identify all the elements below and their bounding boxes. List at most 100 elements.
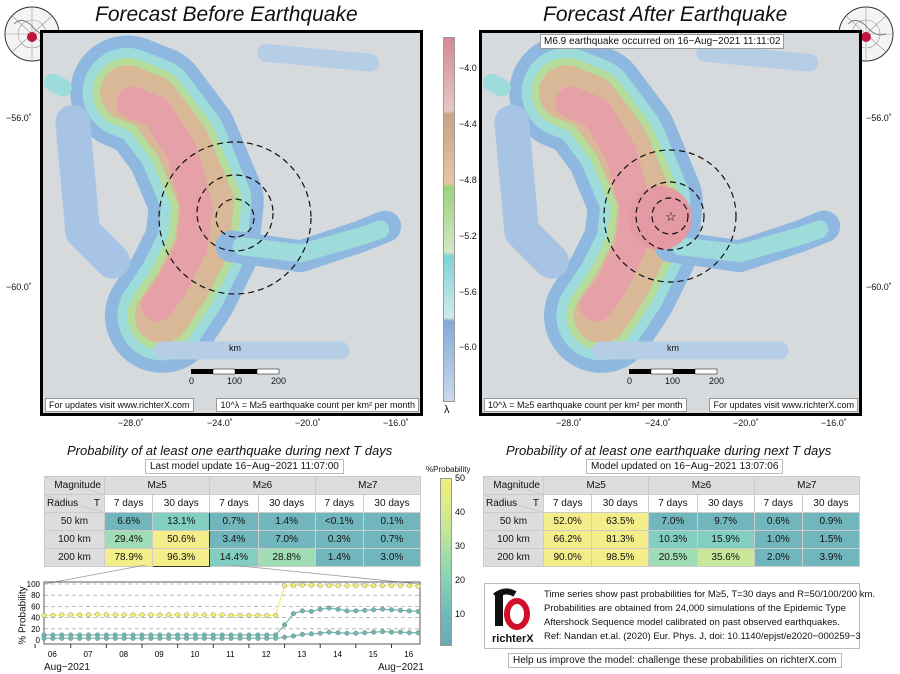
x-tick-label: 06 [48, 650, 57, 659]
data-point [326, 583, 332, 589]
probability-cell: <0.1% [314, 512, 364, 531]
probability-cell: 15.9% [696, 530, 755, 549]
period-header: 30 days [257, 494, 316, 513]
probability-cell: 66.2% [542, 530, 593, 549]
data-point [246, 612, 252, 618]
updates-link[interactable]: For updates visit www.richterX.com [45, 398, 194, 412]
scale-bar [629, 368, 718, 375]
data-point [388, 607, 394, 613]
data-point [415, 583, 421, 589]
data-point [264, 635, 270, 641]
t-label: T [93, 498, 100, 509]
data-point [219, 635, 225, 641]
probability-cell: 1.0% [753, 530, 803, 549]
logo-text: richterX [492, 633, 534, 645]
probability-cell: 28.8% [257, 548, 316, 567]
colorbar-tick: −5.2 [459, 231, 477, 241]
info-line: Time series show past probabilities for … [544, 589, 876, 600]
probability-cell: 63.5% [591, 512, 650, 531]
data-point [290, 611, 296, 617]
probability-cell: 0.6% [753, 512, 803, 531]
left-prob-title: Probability of at least one earthquake d… [67, 443, 393, 458]
colorbar-tick: −6.0 [459, 342, 477, 352]
table-row: 200 km 90.0% 98.5% 20.5% 35.6% 2.0% 3.9% [483, 548, 861, 567]
colorbar-tick: 50 [455, 473, 466, 483]
data-point [388, 583, 394, 589]
data-point [103, 635, 109, 641]
map-after[interactable]: ☆ M6.9 earthquake occurred on 16−Aug−202… [479, 30, 862, 416]
data-point [353, 608, 359, 614]
radius-label: Radius [486, 498, 518, 509]
lon-label: −20.0˚ [295, 418, 321, 428]
x-tick-label: 07 [84, 650, 93, 659]
table-row: 50 km 6.6% 13.1% 0.7% 1.4% <0.1% 0.1% [44, 512, 422, 531]
prob-colorbar [440, 478, 452, 646]
challenge-link[interactable]: Help us improve the model: challenge the… [508, 653, 842, 668]
magnitude-header: Magnitude [483, 476, 544, 495]
data-point [246, 635, 252, 641]
data-point [264, 612, 270, 618]
probability-cell: 1.5% [801, 530, 861, 549]
right-probability-table: Magnitude M≥5 M≥6 M≥7 Radius T 7 days 30 days 7 … [483, 476, 861, 567]
data-point [59, 612, 65, 618]
radius-cell: 50 km [44, 512, 105, 531]
data-point [344, 630, 350, 636]
x-tick-label: 16 [404, 650, 413, 659]
probability-cell: 0.3% [314, 530, 364, 549]
y-axis-label: % Probability [17, 586, 29, 645]
data-point [317, 606, 323, 612]
data-point [353, 583, 359, 589]
magnitude-column-header: M≥6 [648, 476, 755, 495]
y-tick-label: 60 [31, 602, 40, 611]
colorbar-tick: −4.8 [459, 175, 477, 185]
data-point [299, 631, 305, 637]
probability-cell: 6.6% [103, 512, 154, 531]
colorbar-tick: 30 [455, 541, 466, 551]
right-update-time: Model updated on 16−Aug−2021 13:07:06 [586, 459, 784, 474]
radius-cell: 100 km [483, 530, 544, 549]
y-tick-label: 0 [36, 636, 41, 645]
richterx-logo [493, 588, 530, 630]
probability-cell: 96.3% [152, 548, 211, 567]
updates-link[interactable]: For updates visit www.richterX.com [709, 398, 858, 412]
probability-cell: 98.5% [591, 548, 650, 567]
epicenter-star-icon: ☆ [665, 209, 677, 224]
x-tick-label: 08 [119, 650, 128, 659]
data-point [371, 607, 377, 613]
y-tick-label: 100 [27, 580, 41, 589]
table-row: 100 km 66.2% 81.3% 10.3% 15.9% 1.0% 1.5% [483, 530, 861, 549]
probability-cell: 29.4% [103, 530, 154, 549]
data-point [68, 635, 74, 641]
x-tick-label: 11 [226, 650, 235, 659]
data-point [94, 635, 100, 641]
data-point [406, 583, 412, 589]
colorbar-tick: −5.6 [459, 287, 477, 297]
y-tick-label: 40 [31, 614, 40, 623]
info-box: richterX Time series show past probabili… [484, 583, 875, 649]
probability-cell: 2.0% [753, 548, 803, 567]
x-axis-label-right: Aug−2021 [378, 662, 424, 673]
t-label: T [532, 498, 539, 509]
probability-cell: 3.9% [801, 548, 861, 567]
info-line: Ref: Nandan et.al. (2020) Eur. Phys. J, … [544, 631, 861, 642]
data-point [317, 630, 323, 636]
period-header: 7 days [209, 494, 259, 513]
map-before[interactable]: km 0 100 200 For updates visit www.richt… [40, 30, 423, 416]
left-map-title: Forecast Before Earthquake [95, 3, 358, 26]
data-point [335, 583, 341, 589]
data-point [344, 608, 350, 614]
data-point [353, 630, 359, 636]
data-point [139, 635, 145, 641]
period-header: 7 days [314, 494, 364, 513]
radius-header: Radius T [483, 494, 544, 513]
probability-cell: 81.3% [591, 530, 650, 549]
probability-cell: 1.4% [314, 548, 364, 567]
radius-cell: 200 km [44, 548, 105, 567]
info-line: Probabilities are obtained from 24,000 s… [544, 603, 846, 614]
data-point [290, 633, 296, 639]
info-line: Aftershock Sequence model calibrated on … [544, 617, 840, 628]
right-map-title: Forecast After Earthquake [543, 3, 788, 26]
data-point [112, 635, 118, 641]
scale-tick: 200 [709, 376, 725, 386]
radius-100km-circle [196, 174, 274, 252]
